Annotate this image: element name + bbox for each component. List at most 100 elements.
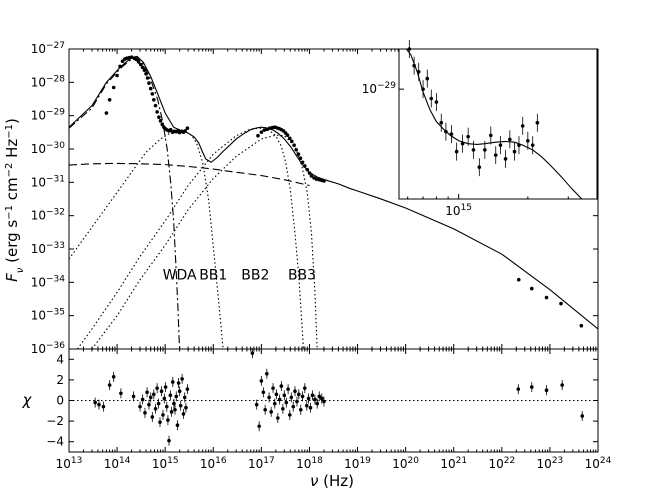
inset-x-tick-label: 1015 [445,203,472,218]
y-tick-label: −4 [46,435,64,449]
x-tick-label: 1015 [152,456,179,471]
data-point [292,143,296,148]
residual-point [164,404,169,409]
residual-point [306,396,311,401]
data-point [322,179,326,183]
residual-point [173,407,177,412]
data-point [559,301,563,306]
data-point [168,127,173,132]
inset-data-point [493,153,498,157]
inset-data-point [517,143,521,147]
residual-point [145,390,149,395]
residual-point [296,392,301,397]
residual-axes-frame [68,348,599,453]
model-curve-solid-0 [69,55,598,330]
data-point [309,174,314,178]
inset-data-point [535,120,540,125]
data-point [115,73,119,78]
residual-point [257,424,261,429]
residual-point [131,394,136,399]
residual-point [267,395,271,400]
data-point [148,86,153,91]
data-point [147,81,151,85]
y-tick-label: 10−33 [31,241,65,256]
residual-point [271,386,275,390]
residual-point [152,392,156,397]
y-tick-label: 10−27 [31,41,65,56]
residual-point [302,386,307,390]
inset-data-point [489,133,493,138]
residual-point [163,385,168,389]
x-tick-label: 1022 [488,456,515,471]
inset-y-tick-label: 10−29 [362,81,397,96]
inset-axes-frame [398,48,598,200]
x-tick-label: 1021 [440,456,467,471]
data-point [516,277,521,282]
y-tick-label: 10−35 [31,308,65,323]
data-point [155,110,159,114]
inset-panel: 10−29 1015 [362,40,598,218]
residual-point [155,386,159,390]
residual-point [279,384,284,388]
inset-data-point [429,96,434,101]
data-point [185,126,190,131]
x-tick-label: 1023 [537,456,564,471]
x-tick-label: 1017 [248,456,275,471]
residual-point [274,392,279,397]
residual-point [166,418,170,422]
residual-point [281,406,285,411]
residual-point [178,403,183,408]
residual-point [287,413,292,417]
data-point [111,85,116,90]
inset-data-point [444,129,448,134]
residual-point [111,375,116,379]
data-point [160,122,165,127]
residual-point [322,399,326,404]
data-point [287,136,292,141]
y-tick-label: 10−30 [31,141,66,156]
data-point [265,127,269,132]
residual-point [300,394,305,399]
data-point [544,295,549,300]
data-point [140,65,145,70]
data-point [138,62,143,67]
residual-point [310,393,315,398]
residual-point [161,413,165,417]
residual-point [277,397,282,402]
residual-point [150,415,155,419]
residual-point [119,391,123,396]
data-point [183,129,187,133]
inset-data-point [425,76,430,81]
residual-point [181,412,186,416]
residual-point [176,381,181,385]
residual-point [167,438,171,443]
inset-data-point [449,132,454,136]
inset-data-point [421,87,425,91]
data-point [104,111,109,115]
inset-data-point [434,100,439,104]
inset-data-point [471,148,476,152]
x-tick-label: 1018 [296,456,323,471]
residual-point [286,387,290,391]
residual-point [169,410,174,414]
data-point [314,177,319,181]
model-curve-dashed-1 [69,162,310,187]
main-ylabel: Fν (erg s−1 cm−2 Hz−1) [3,118,26,282]
residual-point [184,405,188,410]
residual-point [319,396,324,401]
residual-point [272,401,277,406]
residual-point [544,388,549,393]
y-tick-label: 10−36 [31,341,66,356]
residual-point [93,400,97,405]
data-point [529,286,534,291]
y-tick-label: 0 [56,394,64,408]
x-tick-label: 1024 [585,456,612,471]
inset-data-point [466,134,470,139]
data-point [285,133,290,137]
data-point [579,323,584,328]
residual-point [291,404,296,409]
inset-data-point [498,143,503,147]
data-point [136,60,141,64]
residual-point [269,410,273,414]
